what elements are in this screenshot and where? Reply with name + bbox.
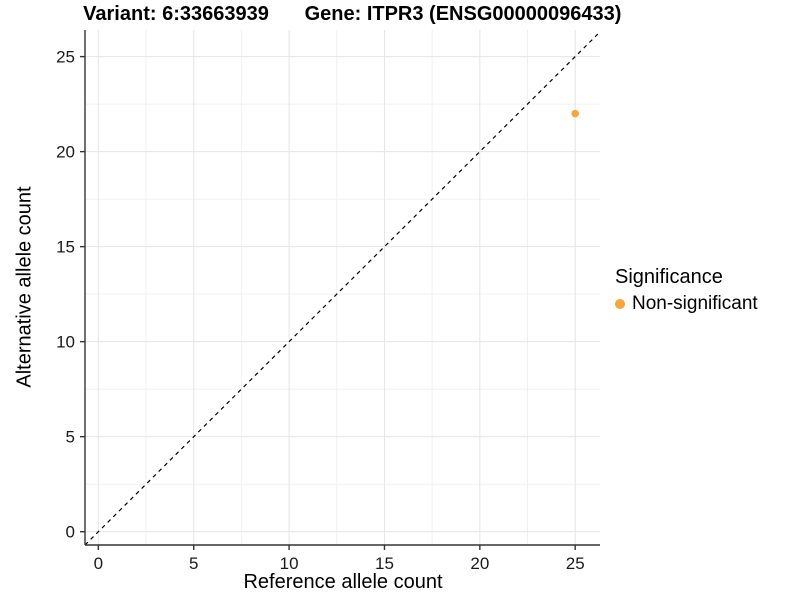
y-tick-label: 5 bbox=[66, 428, 75, 447]
x-tick-label: 15 bbox=[375, 554, 394, 573]
x-tick-label: 0 bbox=[94, 554, 103, 573]
y-tick-label: 0 bbox=[66, 523, 75, 542]
x-tick-label: 10 bbox=[280, 554, 299, 573]
x-tick-label: 25 bbox=[566, 554, 585, 573]
variant-title: Variant: 6:33663939 bbox=[83, 3, 269, 25]
identity-dashed-line bbox=[84, 31, 601, 546]
legend-item: Non-significant bbox=[615, 293, 758, 315]
gene-title: Gene: ITPR3 (ENSG00000096433) bbox=[304, 3, 622, 25]
y-axis-title: Alternative allele count bbox=[13, 186, 36, 388]
y-tick-label: 25 bbox=[56, 48, 75, 67]
legend-point-icon bbox=[615, 299, 625, 309]
y-tick-label: 15 bbox=[56, 238, 75, 257]
y-tick-label: 10 bbox=[56, 333, 75, 352]
legend-item-label: Non-significant bbox=[632, 293, 758, 314]
legend-title: Significance bbox=[615, 266, 723, 288]
x-tick-label: 20 bbox=[470, 554, 489, 573]
y-tick-label: 20 bbox=[56, 143, 75, 162]
legend: Significance Non-significant bbox=[615, 266, 758, 315]
data-point bbox=[571, 109, 580, 118]
x-axis-title: Reference allele count bbox=[243, 571, 443, 593]
x-tick-label: 5 bbox=[189, 554, 198, 573]
